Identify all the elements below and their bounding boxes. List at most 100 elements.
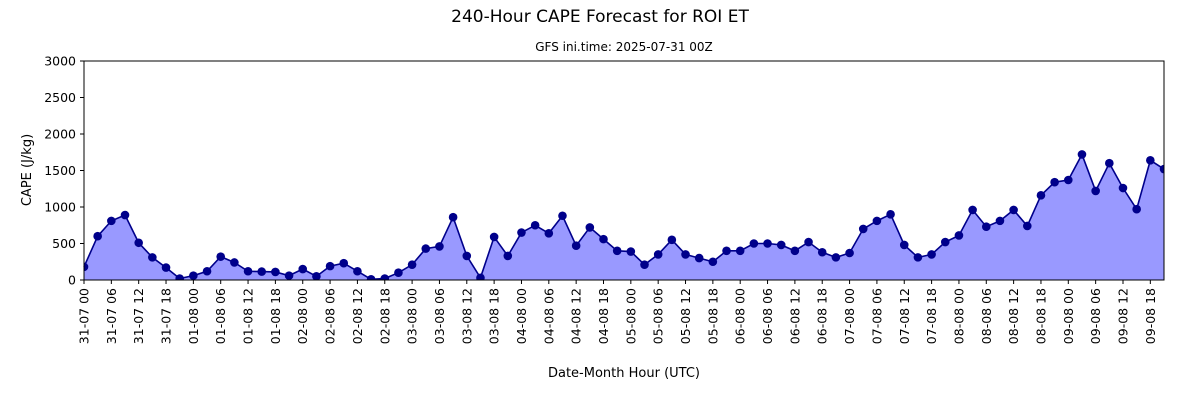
data-point xyxy=(954,231,964,240)
data-point xyxy=(1036,191,1046,200)
data-point xyxy=(612,246,622,256)
data-point xyxy=(790,246,800,256)
data-point xyxy=(1146,155,1155,165)
chart-subtitle: GFS ini.time: 2025-07-31 00Z xyxy=(535,40,713,54)
x-tick-label: 02-08 12 xyxy=(350,288,365,344)
data-point xyxy=(886,210,895,219)
data-point xyxy=(298,264,308,274)
x-tick-label: 04-08 18 xyxy=(596,288,611,344)
y-axis-label: CAPE (J/kg) xyxy=(20,134,35,206)
data-point xyxy=(1050,177,1059,187)
x-tick-label: 05-08 18 xyxy=(705,288,720,344)
y-tick-label: 1000 xyxy=(44,200,76,215)
data-point xyxy=(558,211,567,221)
area-fill xyxy=(84,154,1164,280)
x-tick-label: 05-08 12 xyxy=(678,288,693,344)
x-tick-label: 01-08 06 xyxy=(213,288,228,344)
data-point xyxy=(175,274,184,280)
data-point xyxy=(84,262,89,272)
data-point xyxy=(845,248,854,258)
data-point xyxy=(271,267,280,277)
y-tick-label: 500 xyxy=(52,236,76,251)
x-tick-label: 31-07 00 xyxy=(77,288,92,344)
data-point xyxy=(107,216,116,226)
x-tick-label: 06-08 12 xyxy=(787,288,802,344)
data-point xyxy=(872,216,882,226)
plot-area: 0 500 1000 1500 2000 2500 3000 31-07 00 31-07 06… xyxy=(44,54,1165,344)
data-point xyxy=(858,224,868,234)
data-point xyxy=(1105,158,1114,168)
data-point xyxy=(1077,150,1087,159)
data-point xyxy=(968,205,977,215)
data-point xyxy=(1118,183,1128,193)
x-tick-label: 01-08 18 xyxy=(268,288,283,344)
x-tick-label: 07-08 06 xyxy=(869,288,884,344)
x-tick-label: 31-07 06 xyxy=(104,288,119,344)
data-point xyxy=(585,223,595,232)
data-point xyxy=(626,247,636,256)
y-tick-label: 3000 xyxy=(44,54,76,69)
data-point xyxy=(681,250,690,259)
data-point xyxy=(312,272,321,280)
data-point xyxy=(940,237,950,247)
x-tick-label: 09-08 00 xyxy=(1061,288,1076,344)
x-tick-label: 09-08 06 xyxy=(1088,288,1103,344)
x-tick-label: 05-08 06 xyxy=(651,288,666,344)
data-point xyxy=(831,253,841,262)
y-tick-label: 2000 xyxy=(44,127,76,142)
data-point xyxy=(735,246,745,256)
data-point xyxy=(366,274,376,280)
data-point xyxy=(1159,164,1164,174)
x-tick-label: 02-08 18 xyxy=(377,288,392,344)
x-tick-label: 09-08 18 xyxy=(1143,288,1158,344)
x-tick-label: 03-08 00 xyxy=(405,288,420,344)
data-point xyxy=(134,238,143,248)
data-point xyxy=(1009,205,1018,215)
data-point xyxy=(694,253,704,263)
data-point xyxy=(763,239,772,248)
data-point xyxy=(489,232,499,242)
data-point xyxy=(380,274,390,280)
data-point xyxy=(817,247,827,257)
data-point xyxy=(1022,221,1032,231)
x-tick-label: 04-08 06 xyxy=(541,288,556,344)
data-point xyxy=(1132,204,1141,214)
data-point xyxy=(339,258,349,268)
data-point xyxy=(708,257,718,267)
data-point xyxy=(544,228,554,238)
data-point xyxy=(530,220,540,230)
x-tick-label: 06-08 18 xyxy=(815,288,830,344)
data-point xyxy=(189,271,198,280)
data-point xyxy=(1064,175,1073,185)
y-tick-label: 0 xyxy=(68,273,76,288)
data-point xyxy=(599,234,608,244)
data-point xyxy=(394,268,403,278)
data-point xyxy=(257,267,267,276)
data-point xyxy=(148,253,157,262)
data-point xyxy=(325,261,335,271)
x-tick-label: 06-08 00 xyxy=(733,288,748,344)
data-point xyxy=(421,244,431,253)
data-point xyxy=(571,241,581,250)
data-point xyxy=(722,246,731,256)
x-tick-label: 05-08 00 xyxy=(623,288,638,344)
x-tick-label: 02-08 00 xyxy=(295,288,310,344)
data-point xyxy=(202,266,212,276)
x-tick-label: 04-08 12 xyxy=(569,288,584,344)
data-point xyxy=(476,273,485,280)
data-point xyxy=(284,271,294,280)
data-point xyxy=(353,266,362,276)
data-point xyxy=(981,222,991,232)
data-point xyxy=(216,252,226,261)
x-tick-label: 08-08 06 xyxy=(979,288,994,344)
data-point xyxy=(804,237,813,247)
chart-title: 240-Hour CAPE Forecast for ROI ET xyxy=(451,7,749,27)
x-axis-label: Date-Month Hour (UTC) xyxy=(548,366,700,381)
data-point xyxy=(435,242,444,251)
data-point xyxy=(230,258,239,267)
x-tick-label: 01-08 00 xyxy=(186,288,201,344)
data-point xyxy=(995,216,1005,226)
data-point xyxy=(503,251,513,261)
x-tick-label: 31-07 18 xyxy=(159,288,174,344)
